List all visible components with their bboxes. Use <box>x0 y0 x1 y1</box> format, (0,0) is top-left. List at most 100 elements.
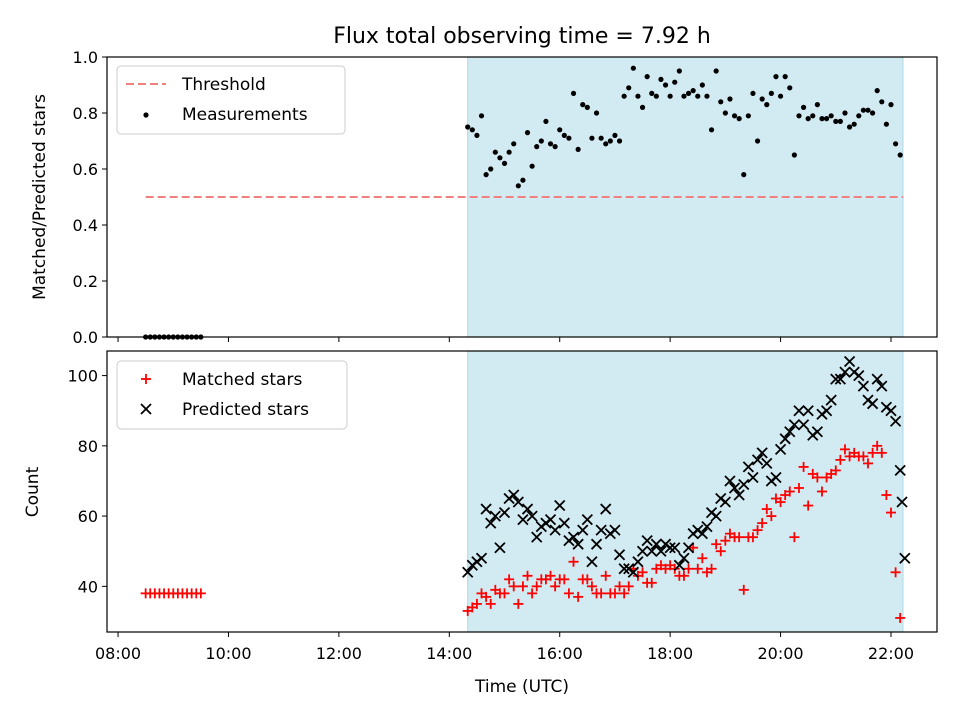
predicted-star-point <box>728 482 741 494</box>
predicted-star-point <box>774 443 787 455</box>
predicted-star-point <box>696 528 708 540</box>
predicted-star-point <box>485 517 497 529</box>
measurement-point <box>782 74 788 80</box>
top-x-ticks <box>117 337 892 342</box>
measurement-point <box>787 85 793 91</box>
predicted-star-point <box>747 471 759 484</box>
predicted-star-point <box>462 566 474 578</box>
measurement-point <box>833 118 839 124</box>
matched-star-point <box>531 581 542 592</box>
matched-star-point <box>706 563 717 574</box>
legend-matched-swatch <box>141 374 151 384</box>
predicted-star-point <box>498 506 511 519</box>
measurement-point <box>621 93 627 99</box>
predicted-star-point <box>733 489 745 501</box>
measurement-point <box>497 155 503 161</box>
legend-measurements-swatch <box>143 112 149 118</box>
measurement-point <box>584 104 590 110</box>
legend-predicted-swatch <box>140 403 152 415</box>
predicted-star-point <box>655 545 667 557</box>
matched-star-point <box>789 532 800 543</box>
predicted-star-point <box>866 398 879 410</box>
predicted-star-point <box>885 405 897 417</box>
legend-predicted-label: Predicted stars <box>182 400 309 420</box>
measurement-point <box>612 132 618 138</box>
predicted-star-point <box>843 355 856 368</box>
predicted-star-point <box>669 542 681 554</box>
measurement-point <box>865 107 871 113</box>
bottom-y-axis-label: Count <box>23 466 43 517</box>
matched-star-point <box>504 574 515 585</box>
matched-star-point <box>527 588 538 599</box>
matched-star-point <box>711 539 722 550</box>
measurement-point <box>759 96 765 102</box>
matched-star-point <box>715 546 726 557</box>
predicted-star-point <box>889 415 902 427</box>
measurement-point <box>773 74 779 80</box>
predicted-star-point <box>876 380 888 392</box>
matched-star-point <box>522 570 533 581</box>
measurement-point <box>465 124 471 130</box>
predicted-star-point <box>811 426 824 438</box>
predicted-star-point <box>590 538 603 550</box>
bottom-y-ticks: 40 60 80 100 <box>67 367 107 596</box>
matched-stars-points <box>140 440 906 623</box>
measurement-point <box>690 88 696 94</box>
measurement-point <box>695 93 701 99</box>
measurement-point <box>488 166 494 172</box>
legend-measurements-label: Measurements <box>182 105 308 125</box>
matched-star-point <box>793 482 804 493</box>
measurement-point <box>814 102 820 108</box>
matched-star-point <box>637 567 648 578</box>
measurement-point <box>879 99 885 105</box>
top-y-tick-label: 0.2 <box>73 272 98 291</box>
predicted-stars-points <box>462 355 911 578</box>
matched-star-point <box>195 588 206 599</box>
predicted-star-point <box>899 552 911 564</box>
measurement-point <box>796 113 802 119</box>
bottom-x-tick-label: 18:00 <box>647 644 693 663</box>
matched-star-point <box>623 581 634 592</box>
predicted-star-point <box>636 545 649 557</box>
predicted-star-point <box>475 552 488 564</box>
matched-star-point <box>485 598 496 609</box>
matched-star-point <box>752 525 763 536</box>
predicted-star-point <box>567 531 580 543</box>
measurement-point <box>474 132 480 138</box>
predicted-star-point <box>664 542 676 554</box>
legend-predicted-marker <box>140 403 152 415</box>
predicted-star-point <box>572 538 584 550</box>
predicted-star-point <box>839 366 851 378</box>
measurement-point <box>681 93 687 99</box>
measurement-point <box>644 74 650 80</box>
measurement-point <box>736 116 742 122</box>
measurement-point <box>842 110 848 116</box>
matched-star-point <box>683 563 694 574</box>
measurement-point <box>777 93 784 99</box>
matched-star-point <box>858 451 869 462</box>
measurement-point <box>511 141 517 147</box>
measurement-point <box>603 141 609 147</box>
legend-matched-marker <box>141 374 151 384</box>
measurement-point <box>851 121 857 127</box>
matched-star-point <box>499 588 510 599</box>
matched-star-point <box>890 567 901 578</box>
matched-star-point <box>600 570 611 581</box>
bottom-x-ticks: 08:00 10:00 12:00 14:00 16:00 18:00 20:00 22:00 <box>95 632 914 663</box>
measurement-point <box>800 104 807 110</box>
matched-star-point <box>862 458 873 469</box>
predicted-star-point <box>554 499 566 512</box>
matched-star-point <box>646 577 657 588</box>
matched-star-point <box>757 518 768 529</box>
predicted-star-point <box>710 510 722 522</box>
predicted-star-point <box>641 535 653 547</box>
predicted-star-point <box>558 517 570 529</box>
predicted-star-point <box>830 373 842 385</box>
bottom-x-tick-label: 22:00 <box>868 644 914 663</box>
matched-star-point <box>720 535 731 546</box>
matched-star-point <box>609 588 620 599</box>
bottom-observing-band <box>467 350 904 633</box>
matched-star-point <box>517 581 528 592</box>
predicted-star-point <box>857 380 870 392</box>
predicted-star-point <box>613 549 626 561</box>
